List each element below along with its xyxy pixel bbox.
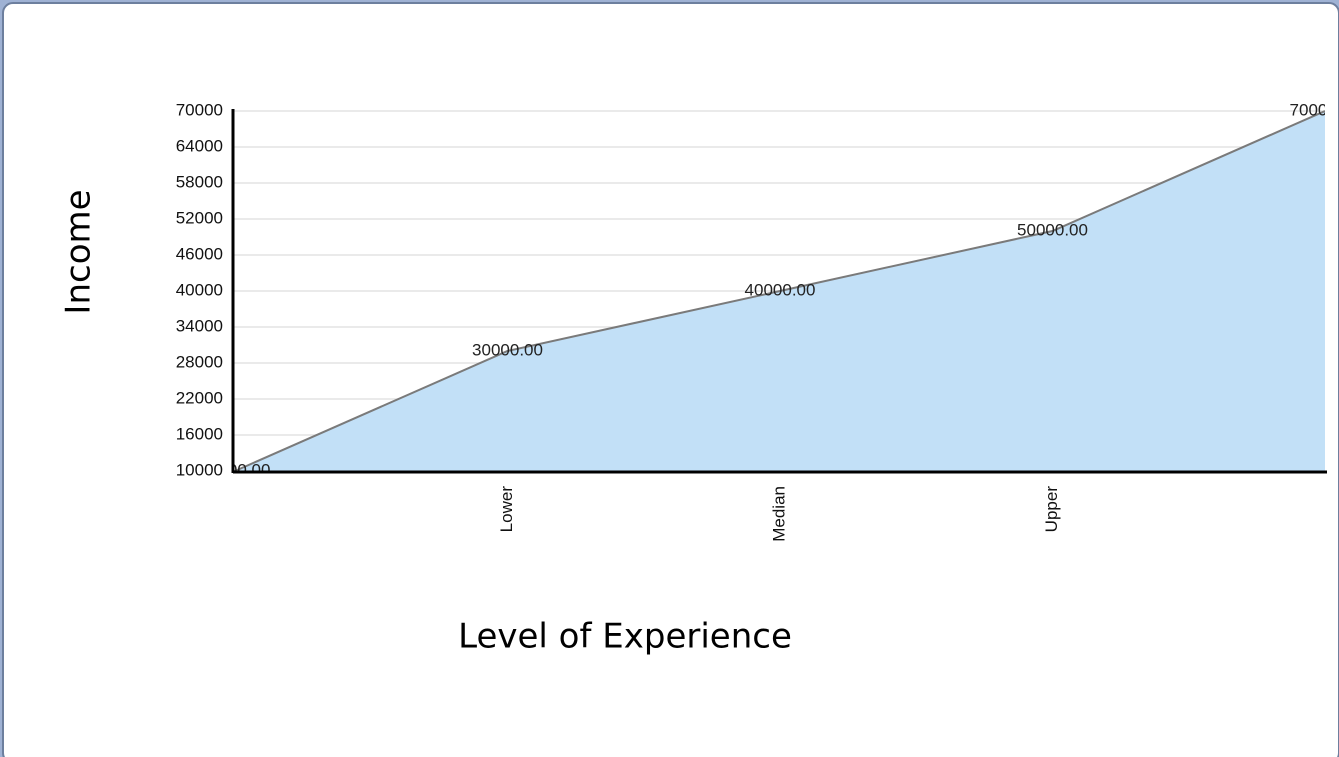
x-tick-label: Upper — [1042, 486, 1061, 533]
data-label: 40000.00 — [745, 280, 816, 299]
axes: 10000 16000 22000 28000 34000 40000 46000 52000… — [176, 100, 1327, 542]
x-tick-label: Lower — [497, 486, 516, 533]
y-tick-label: 46000 — [176, 244, 223, 263]
x-tick-label: Median — [769, 486, 788, 542]
y-tick-label: 70000 — [176, 100, 223, 119]
x-axis-title: Level of Experience — [458, 617, 792, 657]
data-label: 30000.00 — [472, 340, 543, 359]
y-tick-label: 10000 — [176, 460, 223, 479]
y-tick-label: 64000 — [176, 136, 223, 155]
y-tick-label: 16000 — [176, 424, 223, 443]
data-label: 70000.00 — [1290, 100, 1339, 119]
y-axis-title: Income — [59, 189, 99, 314]
y-tick-label: 52000 — [176, 208, 223, 227]
y-tick-label: 40000 — [176, 280, 223, 299]
data-label: 10000.00 — [200, 460, 271, 479]
y-tick-label: 22000 — [176, 388, 223, 407]
y-tick-label: 34000 — [176, 316, 223, 335]
y-tick-label: 28000 — [176, 352, 223, 371]
y-tick-label: 58000 — [176, 172, 223, 191]
plot-area: 10000.00 30000.00 40000.00 50000.00 70000.00 — [200, 100, 1339, 479]
data-label: 50000.00 — [1017, 220, 1088, 239]
area-line — [234, 110, 1325, 472]
